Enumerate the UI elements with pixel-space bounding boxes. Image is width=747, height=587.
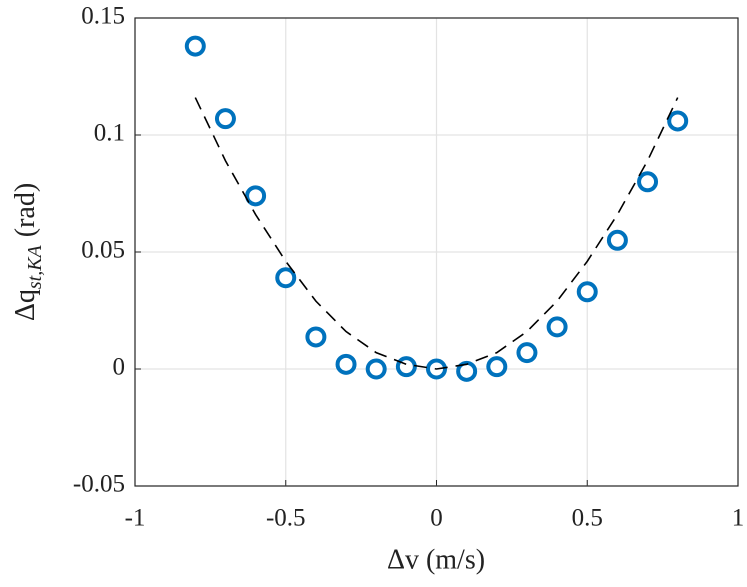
data-point: [335, 353, 357, 375]
x-tick-label: 1: [732, 505, 745, 532]
y-tick-label: 0.1: [94, 120, 125, 147]
data-point: [576, 281, 598, 303]
data-point: [305, 326, 327, 348]
data-point: [395, 356, 417, 378]
data-point: [606, 229, 628, 251]
data-point: [214, 108, 236, 130]
y-tick-label: -0.05: [73, 471, 125, 498]
data-point: [546, 316, 568, 338]
data-point: [365, 358, 387, 380]
data-point: [486, 356, 508, 378]
x-axis-label: Δv (m/s): [387, 544, 485, 575]
axes-box: [134, 17, 739, 487]
x-tick-label: 0: [430, 505, 443, 532]
fit-line: [194, 97, 679, 370]
data-point: [184, 35, 206, 57]
marks: [184, 35, 689, 382]
x-tick-label: 0.5: [572, 505, 603, 532]
data-point: [637, 171, 659, 193]
data-point: [245, 185, 267, 207]
y-axis-label: Δqst,KA (rad): [10, 183, 45, 321]
x-tick-label: -0.5: [266, 505, 306, 532]
y-tick-label: 0.05: [81, 237, 125, 264]
data-point: [667, 110, 689, 132]
y-label-unit: (rad): [10, 183, 41, 237]
data-point: [516, 342, 538, 364]
y-tick-label: 0.15: [81, 3, 125, 30]
y-tick-label: 0: [113, 354, 126, 381]
y-label-subscript: st,KA: [24, 244, 46, 289]
y-label-base: Δq: [10, 289, 41, 321]
data-point: [275, 267, 297, 289]
grid: [134, 17, 739, 487]
data-point: [456, 360, 478, 382]
x-tick-label: -1: [125, 505, 146, 532]
